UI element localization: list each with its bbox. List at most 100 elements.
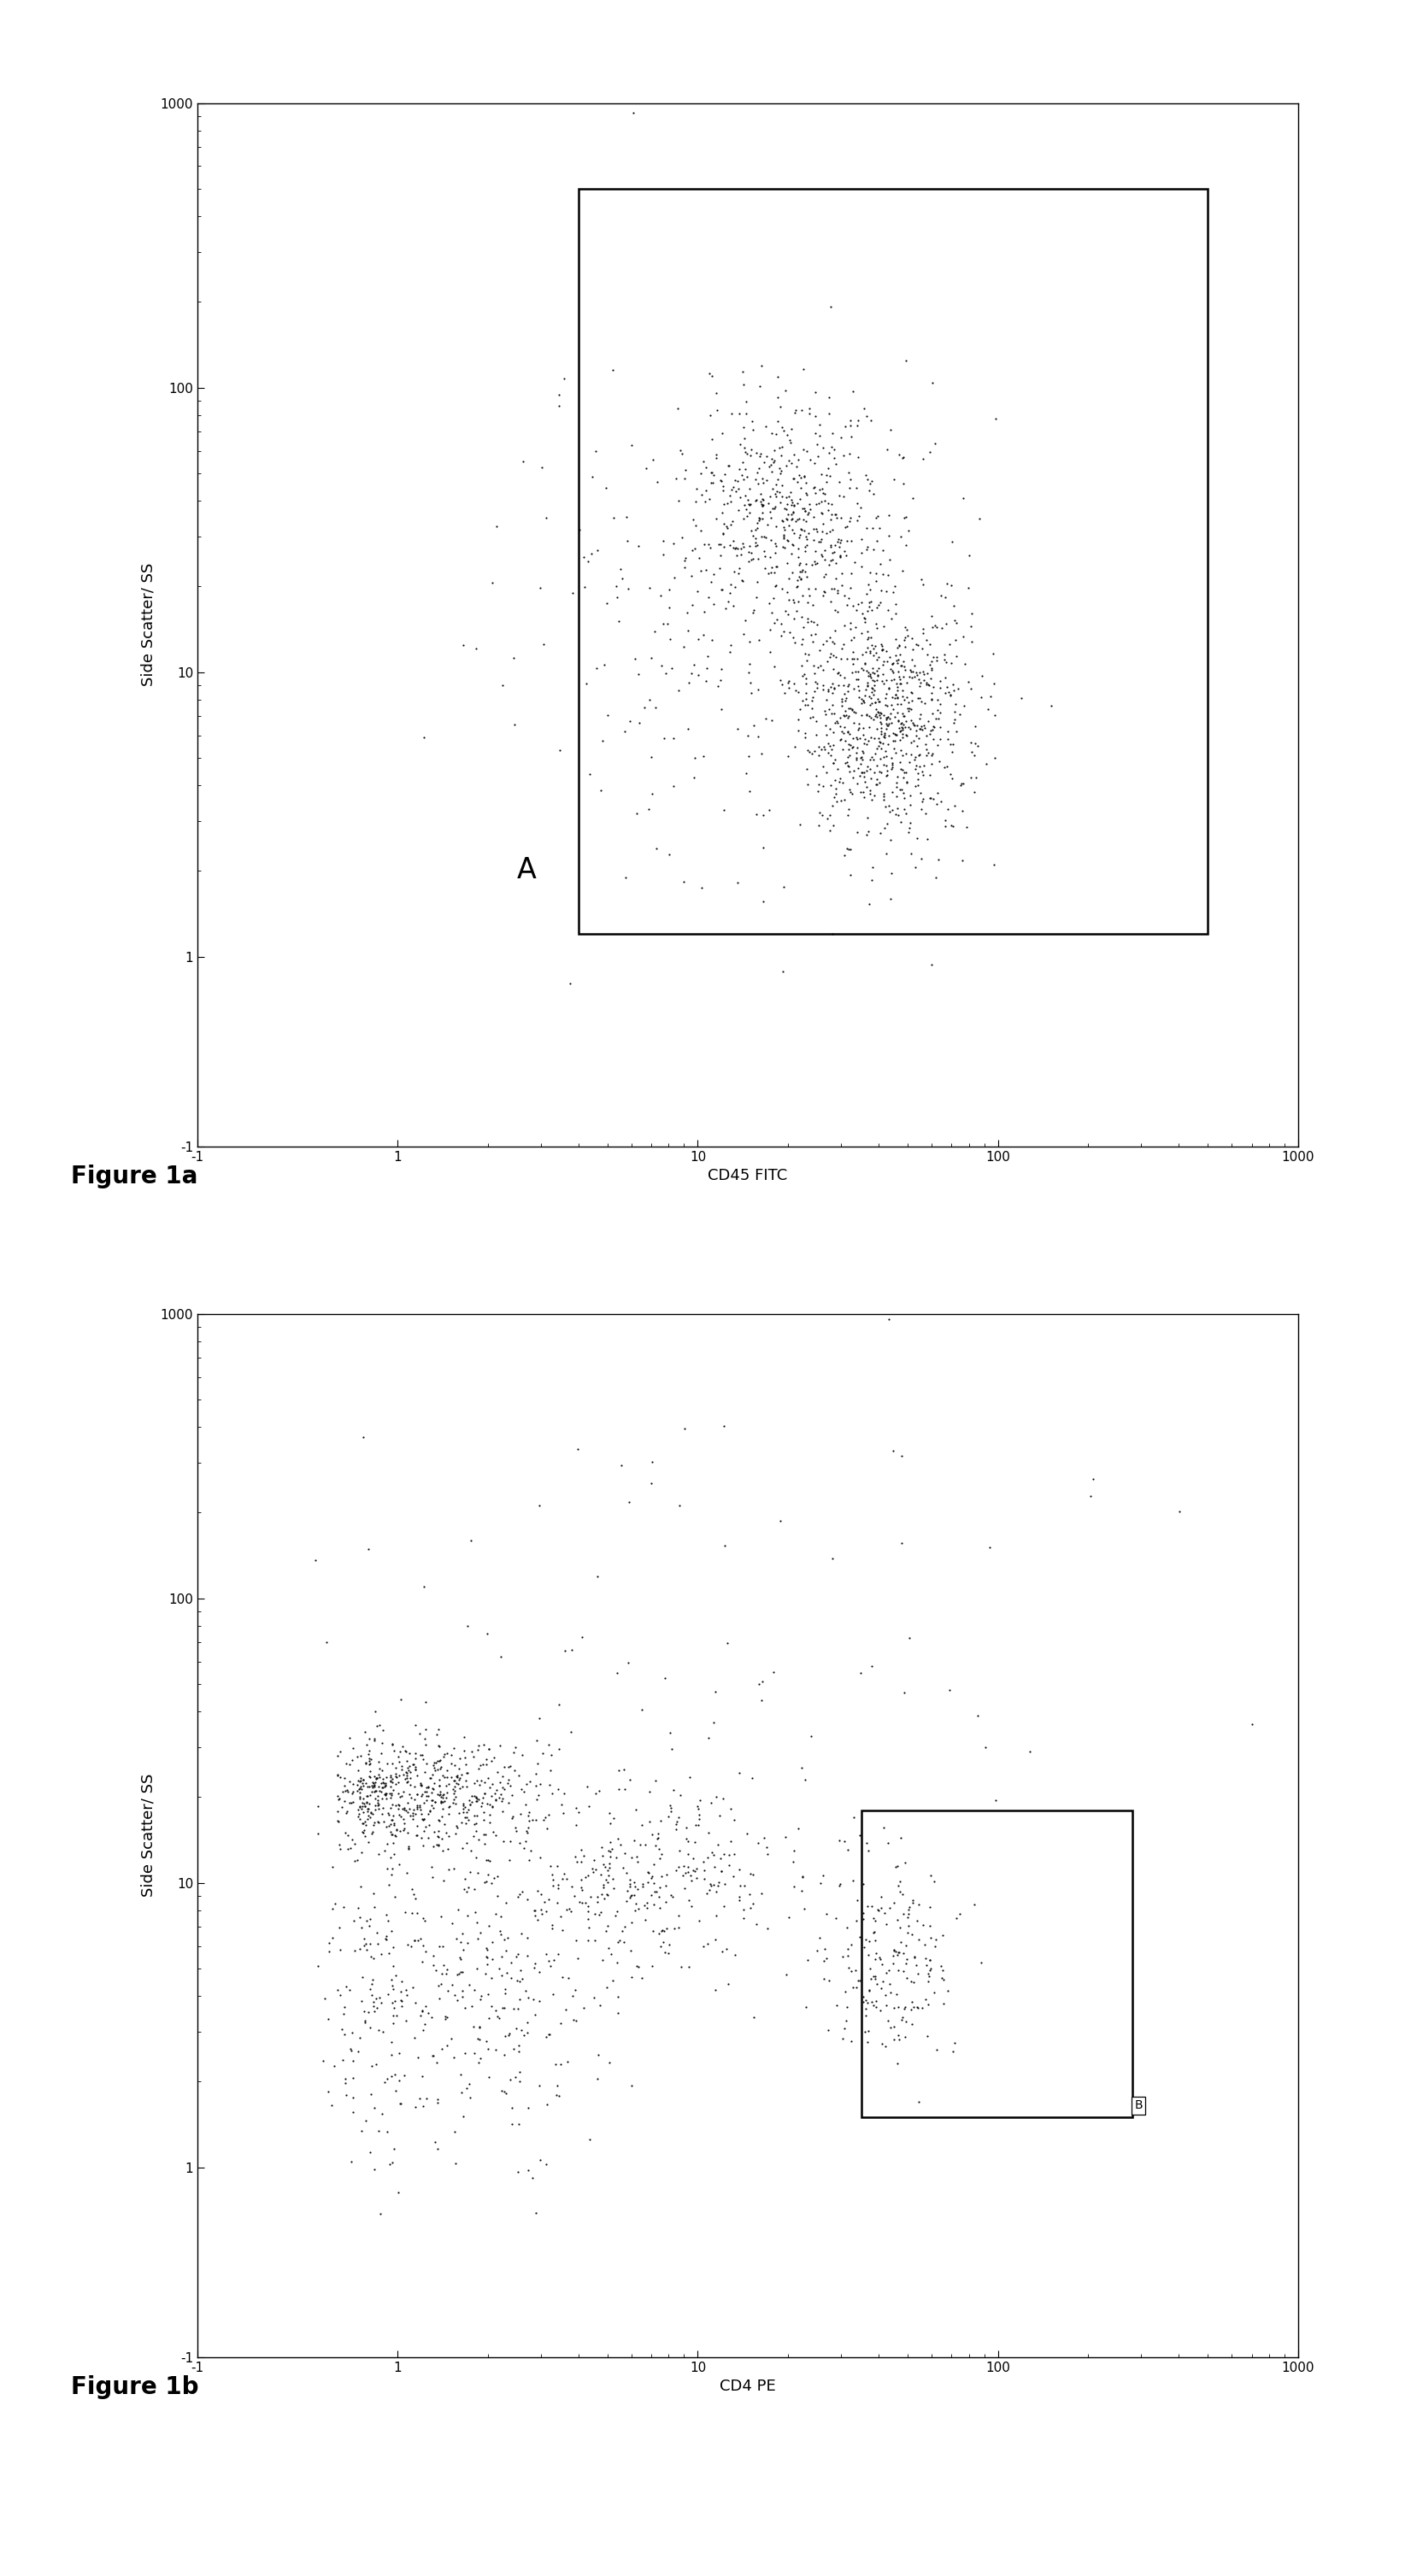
Point [906, 724, 928, 765]
Point [404, 1793, 426, 1834]
Point [739, 428, 762, 469]
Point [346, 1765, 368, 1806]
Point [676, 592, 698, 634]
Point [806, 544, 828, 585]
Point [845, 404, 868, 446]
Point [474, 1814, 497, 1855]
Point [912, 438, 934, 479]
Point [803, 466, 825, 507]
Point [859, 631, 882, 672]
Point [744, 510, 766, 551]
Point [803, 466, 825, 507]
Point [745, 479, 768, 520]
Point [401, 1868, 423, 1909]
Point [787, 711, 810, 752]
Point [380, 1759, 402, 1801]
Point [330, 1785, 353, 1826]
Point [713, 788, 735, 829]
Point [892, 1932, 914, 1973]
Point [840, 399, 862, 440]
Point [357, 1788, 380, 1829]
Point [823, 693, 845, 734]
Point [895, 497, 917, 538]
Point [885, 634, 907, 675]
Point [374, 1765, 396, 1806]
Point [824, 495, 847, 536]
Point [577, 1919, 600, 1960]
Point [865, 649, 888, 690]
Point [365, 1757, 388, 1798]
Point [495, 1929, 518, 1971]
Point [696, 647, 718, 688]
Point [777, 1896, 800, 1937]
Point [456, 2069, 478, 2110]
Point [353, 1710, 375, 1752]
Point [658, 835, 680, 876]
Point [326, 1971, 349, 2012]
Point [930, 574, 952, 616]
Point [866, 690, 889, 732]
Point [437, 1850, 460, 1891]
Point [586, 1875, 608, 1917]
Point [377, 1847, 399, 1888]
Point [897, 683, 920, 724]
Point [619, 1837, 642, 1878]
Point [452, 1976, 474, 2017]
Point [662, 1875, 684, 1917]
Point [828, 523, 851, 564]
Point [893, 1842, 916, 1883]
Point [353, 1924, 375, 1965]
Point [854, 598, 876, 639]
Point [920, 657, 943, 698]
Point [728, 1878, 751, 1919]
Point [381, 1814, 404, 1855]
Point [854, 598, 876, 639]
Point [780, 500, 803, 541]
Point [804, 371, 827, 412]
Point [914, 793, 937, 835]
Point [739, 1852, 762, 1893]
Point [814, 693, 837, 734]
Point [741, 672, 763, 714]
Point [828, 1819, 851, 1860]
Point [358, 1783, 381, 1824]
Point [869, 701, 892, 742]
Point [539, 1765, 562, 1806]
Point [446, 1757, 468, 1798]
Point [711, 492, 734, 533]
Point [546, 1883, 569, 1924]
Point [872, 629, 895, 670]
Point [864, 659, 886, 701]
Point [864, 696, 886, 737]
Point [912, 613, 934, 654]
Point [436, 1996, 459, 2038]
Point [364, 1777, 387, 1819]
Point [852, 1976, 875, 2017]
Point [797, 567, 820, 608]
Point [714, 1525, 737, 1566]
Point [549, 2043, 571, 2084]
Point [466, 1759, 488, 1801]
Point [395, 1752, 418, 1793]
Point [866, 677, 889, 719]
Point [391, 1788, 413, 1829]
Point [408, 1713, 430, 1754]
Point [574, 1883, 597, 1924]
Point [562, 1976, 584, 2017]
Point [485, 505, 508, 546]
Point [783, 484, 806, 526]
Point [909, 677, 931, 719]
Point [532, 1734, 555, 1775]
Point [752, 497, 775, 538]
Point [477, 2027, 499, 2069]
Point [607, 1749, 629, 1790]
Point [684, 1821, 707, 1862]
Point [494, 2035, 516, 2076]
Point [634, 688, 656, 729]
Point [611, 1847, 634, 1888]
Point [886, 755, 909, 796]
Point [619, 1929, 642, 1971]
Point [724, 1935, 746, 1976]
Point [443, 1767, 466, 1808]
Point [817, 482, 840, 523]
